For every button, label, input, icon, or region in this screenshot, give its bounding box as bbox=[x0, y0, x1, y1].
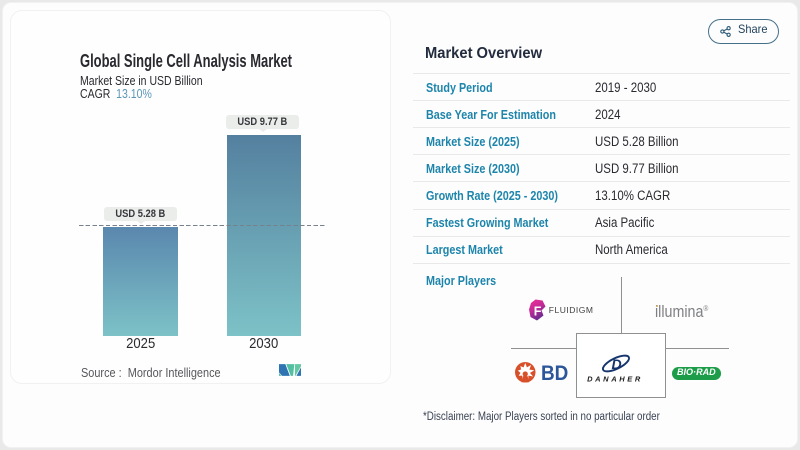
svg-text:D: D bbox=[611, 356, 621, 372]
svg-text:F: F bbox=[534, 304, 542, 318]
svg-text:DANAHER: DANAHER bbox=[587, 375, 643, 384]
